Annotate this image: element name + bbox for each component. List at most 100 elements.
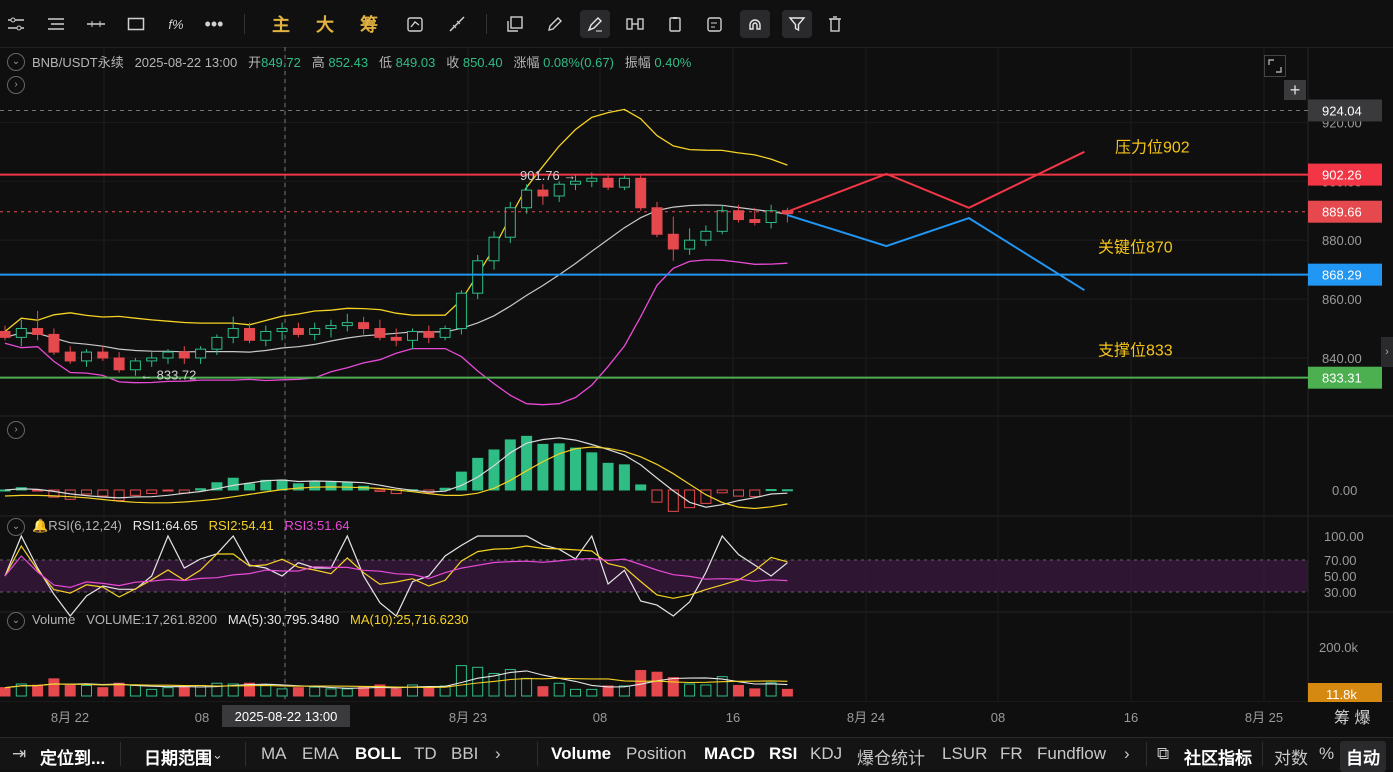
rsi-collapse-chevron-icon[interactable]: ⌄ (7, 518, 25, 536)
compare-bars-icon[interactable] (622, 10, 648, 38)
tab-td[interactable]: TD (414, 744, 437, 763)
fx-indicator-icon[interactable]: f% (168, 16, 184, 32)
filter-icon[interactable] (782, 10, 812, 38)
time-axis-label: 16 (726, 710, 740, 725)
brush-draw-icon[interactable] (580, 10, 610, 38)
change-label: 涨幅 (513, 55, 540, 70)
edit-note-icon[interactable] (702, 10, 728, 38)
fullscreen-icon[interactable] (1264, 55, 1286, 77)
volume-bar (113, 682, 125, 697)
tab-fr[interactable]: FR (1000, 744, 1023, 763)
volume-bar (97, 687, 109, 697)
auto-draw-icon[interactable] (402, 10, 428, 38)
volume-bar (733, 684, 744, 697)
tab-lsur[interactable]: LSUR (942, 744, 988, 763)
log-scale-button[interactable]: 对数 (1274, 749, 1308, 768)
volume-bar (749, 688, 761, 697)
menu-lines-icon[interactable] (44, 10, 68, 38)
macd-histogram-bar (570, 447, 581, 491)
copy-layout-icon[interactable] (502, 10, 528, 38)
macd-histogram-bar (276, 479, 288, 491)
macd-expand-chevron-icon[interactable]: › (7, 421, 25, 439)
locate-icon[interactable]: ⇥ (12, 744, 27, 763)
candle-body (586, 177, 598, 182)
amplitude-value: 0.40% (654, 55, 692, 70)
right-edge-collapse-icon[interactable]: › (1381, 337, 1393, 367)
expand-chevron-icon[interactable]: › (7, 76, 25, 94)
tab-liquidation[interactable]: 爆仓统计 (857, 749, 925, 768)
collapse-chevron-icon[interactable]: ⌄ (7, 53, 25, 71)
tab-ma[interactable]: MA (261, 744, 287, 763)
tab-macd[interactable]: MACD (704, 744, 755, 763)
settings-sliders-icon[interactable] (4, 10, 28, 38)
candle-body (537, 189, 549, 197)
bullish-projection-line (787, 150, 1085, 213)
rsi1-value: RSI1:64.65 (132, 518, 198, 533)
magnet-icon[interactable] (740, 10, 770, 38)
macd-histogram-bar (455, 471, 467, 491)
volume-bar (570, 688, 581, 697)
auto-scale-button[interactable]: 自动 (1340, 741, 1386, 772)
rsi-line (4, 544, 788, 599)
volume-bar (521, 677, 533, 697)
main-chip-button[interactable]: 主 (272, 15, 290, 35)
bell-icon[interactable]: 🔔 (32, 518, 49, 533)
low-label: 低 (378, 55, 392, 70)
price-axis-label: 860.00 (1322, 292, 1362, 307)
big-chip-button[interactable]: 大 (316, 15, 334, 35)
price-tag-label: 868.29 (1322, 268, 1362, 283)
add-alert-plus-icon[interactable]: + (1284, 80, 1306, 100)
rectangle-tool-icon[interactable] (124, 10, 148, 38)
chart-canvas[interactable]: 920.00900.00880.00860.00840.00压力位902关键位8… (0, 47, 1393, 737)
tab-volume[interactable]: Volume (551, 744, 612, 763)
chip-distribution-button[interactable]: 筹 (360, 15, 378, 35)
external-link-icon[interactable]: ⧉ (1157, 744, 1170, 763)
horizontal-line-tool-icon[interactable] (84, 10, 108, 38)
sub-indicators-next-icon[interactable]: › (1124, 744, 1130, 763)
volume-value: VOLUME:17,261.8200 (86, 612, 218, 627)
candle-body (684, 239, 696, 250)
volume-bar (407, 684, 418, 697)
price-tag-background (1308, 99, 1382, 122)
volume-bar (586, 688, 598, 697)
key-level-annotation: 压力位902 (1115, 139, 1190, 157)
crosshair-time-label: 2025-08-22 13:00 (235, 709, 338, 724)
trash-icon[interactable] (822, 10, 848, 38)
tab-ema[interactable]: EMA (302, 744, 339, 763)
tab-position[interactable]: Position (626, 744, 687, 763)
tab-fundflow[interactable]: Fundflow (1037, 744, 1106, 763)
volume-bar (618, 685, 630, 697)
volume-bar (48, 678, 60, 697)
volume-collapse-chevron-icon[interactable]: ⌄ (7, 612, 25, 630)
candle-body (455, 292, 467, 330)
date-range-chevron-icon[interactable]: ⌄ (212, 747, 223, 762)
key-level-annotation: 支撑位833 (1098, 342, 1173, 360)
candle-body (211, 336, 223, 350)
rsi-axis-label: 100.00 (1324, 529, 1364, 544)
main-indicators-next-icon[interactable]: › (495, 744, 501, 763)
tab-boll[interactable]: BOLL (355, 744, 402, 763)
macd-histogram-bar (667, 489, 679, 512)
macd-histogram-bar (553, 443, 565, 491)
community-indicators-button[interactable]: 社区指标 (1184, 749, 1252, 768)
bar-datetime: 2025-08-22 13:00 (134, 55, 238, 70)
more-dots-icon[interactable]: ••• (204, 13, 224, 34)
date-range-button[interactable]: 日期范围 (144, 749, 212, 768)
candle-body (32, 328, 44, 335)
candle-body (374, 328, 386, 338)
tab-rsi[interactable]: RSI (769, 744, 798, 763)
pencil-icon[interactable] (542, 10, 568, 38)
volume-bar (81, 684, 92, 697)
rsi-axis-label: 50.00 (1324, 569, 1357, 584)
tab-bbi[interactable]: BBI (451, 744, 479, 763)
macd-histogram-bar (227, 477, 239, 491)
tab-kdj[interactable]: KDJ (810, 744, 843, 763)
ruler-measure-icon[interactable] (444, 10, 470, 38)
clipboard-icon[interactable] (662, 10, 688, 38)
bottom-divider (1262, 742, 1263, 766)
percent-scale-button[interactable]: % (1319, 744, 1335, 763)
price-tag-background (1308, 263, 1382, 286)
locate-button[interactable]: 定位到... (40, 749, 106, 768)
volume-bar (684, 683, 696, 697)
candle-body (81, 351, 92, 362)
